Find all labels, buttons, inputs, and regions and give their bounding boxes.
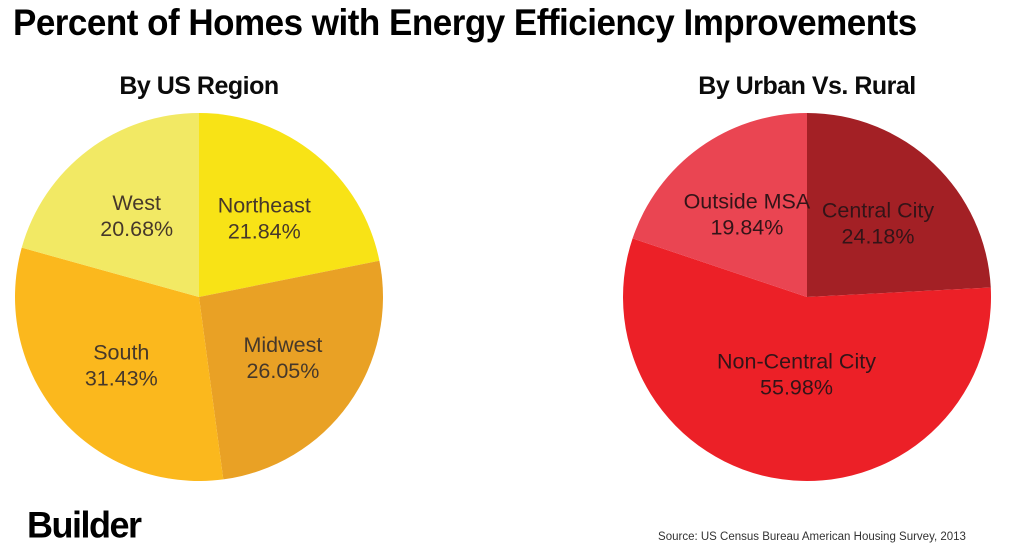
urban-rural-pie-chart: Central City 24.18% Non-Central City 55.98%… — [623, 113, 992, 481]
pie-slice-northeast — [199, 113, 380, 297]
region-pie-title: By US Region — [119, 72, 279, 100]
pie-slice-south — [15, 247, 224, 482]
slice-label-south: South 31.43% — [85, 341, 158, 391]
slice-label-northeast: Northeast 21.84% — [218, 193, 311, 243]
pie-slice-non-central-city — [623, 238, 992, 481]
page-title: Percent of Homes with Energy Efficiency … — [13, 2, 917, 44]
pie-slice-outside-msa — [632, 113, 807, 297]
region-pie-figure: By US Region Northeast 21.84% Midwest 26.05… — [9, 70, 389, 500]
slice-label-non-central-city: Non-Central City 55.98% — [717, 350, 876, 400]
urban-rural-pie-figure: By Urban Vs. Rural Central City 24.18% Non… — [617, 70, 997, 500]
pie-slice-west — [21, 113, 199, 297]
region-pie-chart: Northeast 21.84% Midwest 26.05% South 31.43% W… — [15, 113, 384, 482]
source-attribution: Source: US Census Bureau American Housin… — [658, 531, 966, 543]
slice-label-central-city: Central City 24.18% — [822, 198, 935, 248]
pie-slice-midwest — [199, 260, 384, 480]
slice-label-outside-msa: Outside MSA 19.84% — [684, 189, 811, 239]
pie-slice-central-city — [807, 113, 991, 297]
slice-label-west: West 20.68% — [100, 191, 173, 241]
urban-rural-pie-title: By Urban Vs. Rural — [698, 72, 916, 100]
slice-label-midwest: Midwest 26.05% — [243, 333, 322, 383]
builder-logo: Builder — [27, 504, 142, 546]
